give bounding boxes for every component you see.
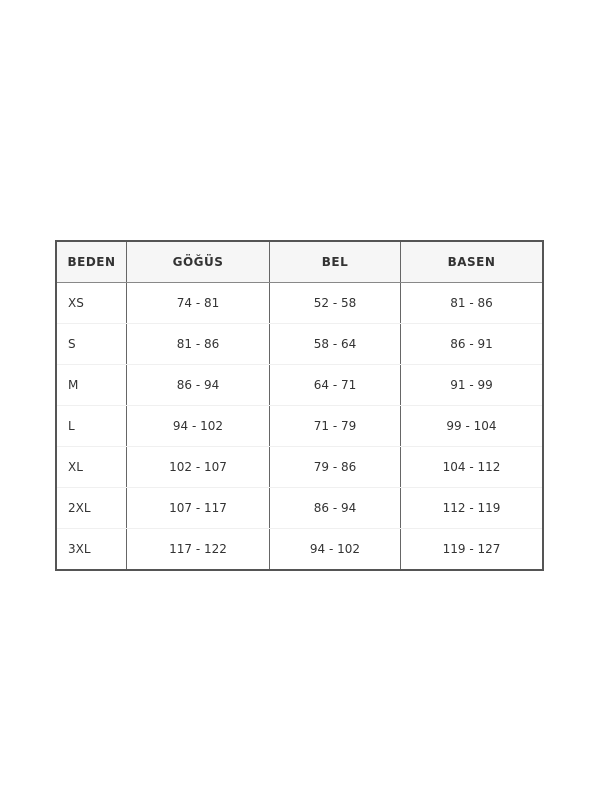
cell-gogus: 102 - 107	[126, 446, 270, 488]
table-row: S 81 - 86 58 - 64 86 - 91	[56, 323, 544, 365]
cell-basen: 81 - 86	[400, 282, 544, 324]
table-row: XS 74 - 81 52 - 58 81 - 86	[56, 282, 544, 324]
cell-bel: 79 - 86	[269, 446, 401, 488]
cell-size: S	[56, 323, 127, 365]
cell-basen: 86 - 91	[400, 323, 544, 365]
header-bel: BEL	[269, 241, 401, 283]
table-row: 2XL 107 - 117 86 - 94 112 - 119	[56, 487, 544, 529]
header-gogus: GÖĞÜS	[126, 241, 270, 283]
cell-gogus: 74 - 81	[126, 282, 270, 324]
cell-gogus: 86 - 94	[126, 364, 270, 406]
cell-bel: 94 - 102	[269, 528, 401, 571]
cell-bel: 64 - 71	[269, 364, 401, 406]
cell-size: 2XL	[56, 487, 127, 529]
cell-bel: 86 - 94	[269, 487, 401, 529]
cell-size: XL	[56, 446, 127, 488]
cell-size: XS	[56, 282, 127, 324]
table-row: XL 102 - 107 79 - 86 104 - 112	[56, 446, 544, 488]
cell-size: 3XL	[56, 528, 127, 571]
table-row: L 94 - 102 71 - 79 99 - 104	[56, 405, 544, 447]
cell-size: M	[56, 364, 127, 406]
cell-basen: 119 - 127	[400, 528, 544, 571]
cell-gogus: 94 - 102	[126, 405, 270, 447]
cell-gogus: 117 - 122	[126, 528, 270, 571]
cell-bel: 52 - 58	[269, 282, 401, 324]
cell-bel: 71 - 79	[269, 405, 401, 447]
table-row: 3XL 117 - 122 94 - 102 119 - 127	[56, 528, 544, 571]
header-beden: BEDEN	[56, 241, 127, 283]
header-basen: BASEN	[400, 241, 544, 283]
cell-size: L	[56, 405, 127, 447]
cell-gogus: 81 - 86	[126, 323, 270, 365]
cell-basen: 99 - 104	[400, 405, 544, 447]
cell-basen: 104 - 112	[400, 446, 544, 488]
cell-basen: 112 - 119	[400, 487, 544, 529]
cell-bel: 58 - 64	[269, 323, 401, 365]
table-row: M 86 - 94 64 - 71 91 - 99	[56, 364, 544, 406]
header-row: BEDEN GÖĞÜS BEL BASEN	[56, 241, 544, 283]
size-chart-table: BEDEN GÖĞÜS BEL BASEN XS 74 - 81 52 - 58 81…	[55, 240, 544, 571]
cell-basen: 91 - 99	[400, 364, 544, 406]
cell-gogus: 107 - 117	[126, 487, 270, 529]
